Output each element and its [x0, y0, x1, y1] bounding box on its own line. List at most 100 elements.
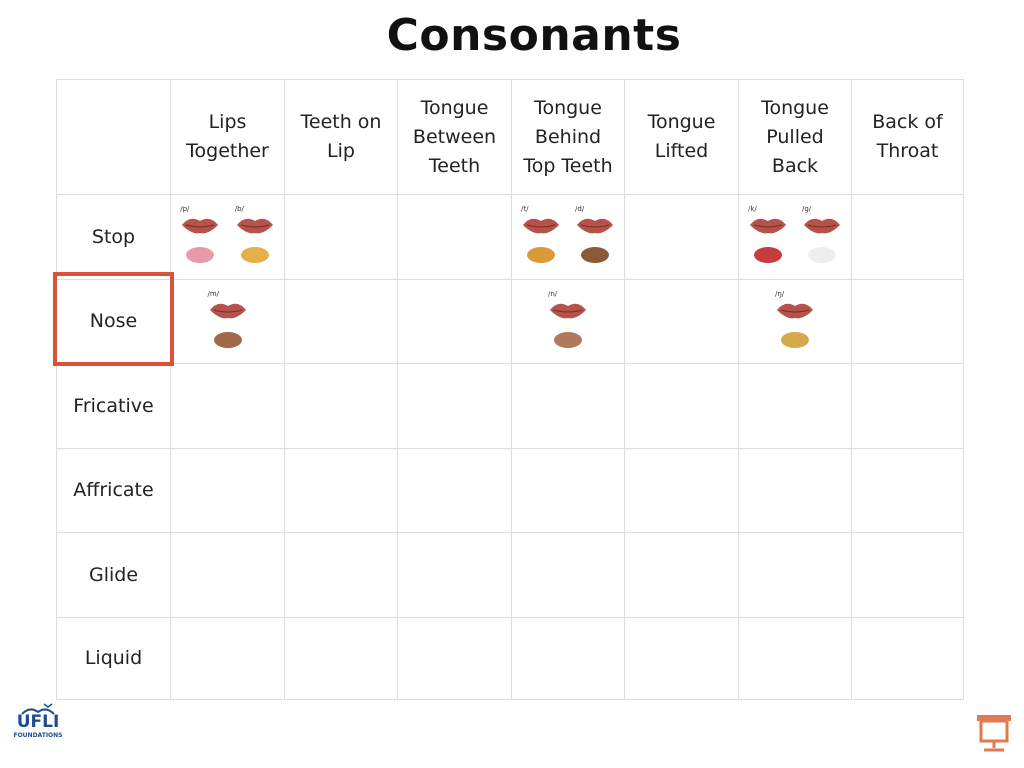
lips — [523, 218, 559, 234]
picture — [754, 247, 782, 263]
phoneme-label: /n/ — [548, 289, 558, 298]
mouth-picture — [236, 218, 273, 263]
lip-line — [807, 224, 837, 228]
table-cell — [625, 449, 739, 533]
phoneme-label: /t/ — [521, 205, 529, 213]
table-cell: /t/ /d/ — [512, 195, 625, 280]
row-header: Fricative — [57, 364, 171, 449]
lip-line — [186, 224, 215, 228]
table-cell: /k/ /g/ — [739, 195, 852, 280]
highlight-box — [53, 272, 174, 366]
phoneme-label: /g/ — [802, 205, 812, 213]
table-cell — [398, 364, 512, 449]
table-cell — [285, 618, 398, 700]
table-cell — [285, 449, 398, 533]
picture — [527, 247, 555, 263]
lips — [777, 303, 813, 318]
column-header: Tongue Pulled Back — [739, 80, 852, 195]
table-cell — [285, 195, 398, 280]
table-cell — [398, 449, 512, 533]
table-cell — [625, 195, 739, 280]
sound: /g/ — [802, 205, 842, 269]
table-cell — [171, 449, 285, 533]
mouth-picture — [750, 218, 786, 263]
logo-text: UFLI — [16, 712, 60, 732]
table-cell — [512, 533, 625, 618]
lips — [577, 218, 613, 234]
lips — [550, 303, 586, 318]
mouth-picture — [550, 303, 586, 348]
row-header: Glide — [57, 533, 171, 618]
row-header: Affricate — [57, 449, 171, 533]
table-cell — [852, 195, 964, 280]
column-header: Lips Together — [171, 80, 285, 195]
sound: /m/ — [208, 290, 248, 354]
lips — [804, 218, 840, 234]
sound: /d/ — [575, 205, 615, 269]
phoneme-label: /b/ — [234, 205, 244, 213]
mouth-picture — [804, 218, 840, 263]
sound: /k/ — [748, 205, 788, 269]
table-cell: /m/ — [171, 280, 285, 364]
sound: /ŋ/ — [775, 290, 815, 354]
lip-line — [240, 224, 269, 228]
table-cell — [171, 364, 285, 449]
sound: /p/ — [180, 205, 220, 269]
picture — [581, 247, 609, 263]
lip-line — [780, 309, 810, 312]
table-cell: /p/ /b/ — [171, 195, 285, 280]
mouth-picture — [209, 303, 246, 348]
table-cell — [171, 533, 285, 618]
table-cell — [852, 449, 964, 533]
lips — [209, 303, 246, 318]
picture — [808, 247, 836, 263]
lip-line — [526, 224, 556, 228]
column-header: Tongue Lifted — [625, 80, 739, 195]
table-cell — [285, 280, 398, 364]
table-cell — [739, 449, 852, 533]
table-cell — [398, 533, 512, 618]
table-cell — [398, 280, 512, 364]
picture — [781, 331, 809, 348]
logo-book — [21, 703, 55, 715]
table-cell — [852, 618, 964, 700]
picture — [240, 247, 269, 263]
table-cell — [625, 364, 739, 449]
table-cell — [739, 533, 852, 618]
picture — [213, 331, 242, 348]
table-cell — [852, 280, 964, 364]
mouth-picture — [777, 303, 813, 348]
consonant-table: Lips Together Teeth on Lip Tongue Between … — [56, 79, 964, 700]
title: Consonants — [386, 10, 682, 61]
table-cell — [398, 195, 512, 280]
table-cell — [398, 618, 512, 700]
sound: /t/ — [521, 205, 561, 269]
table-cell — [171, 618, 285, 700]
lips — [182, 218, 219, 234]
lips — [750, 218, 786, 234]
table-cell — [512, 449, 625, 533]
picture — [554, 331, 582, 348]
presenter-icon[interactable] — [974, 712, 1014, 756]
table-cell — [625, 280, 739, 364]
table-cell — [512, 364, 625, 449]
row-header: Liquid — [57, 618, 171, 700]
table-cell — [739, 364, 852, 449]
lip-line — [580, 224, 610, 228]
table-cell — [852, 364, 964, 449]
mouth-picture — [523, 218, 559, 263]
column-header: Back of Throat — [852, 80, 964, 195]
column-header: Tongue Behind Top Teeth — [512, 80, 625, 195]
table-cell — [852, 533, 964, 618]
table-cell: /n/ — [512, 280, 625, 364]
table-cell — [512, 618, 625, 700]
table-cell — [285, 533, 398, 618]
logo-subtext: FOUNDATIONS — [13, 732, 63, 739]
table-cell — [625, 618, 739, 700]
lip-line — [753, 224, 783, 228]
phoneme-label: /p/ — [180, 205, 190, 213]
phoneme-label: /d/ — [575, 205, 585, 213]
table-cell — [739, 618, 852, 700]
corner-cell — [57, 80, 171, 195]
